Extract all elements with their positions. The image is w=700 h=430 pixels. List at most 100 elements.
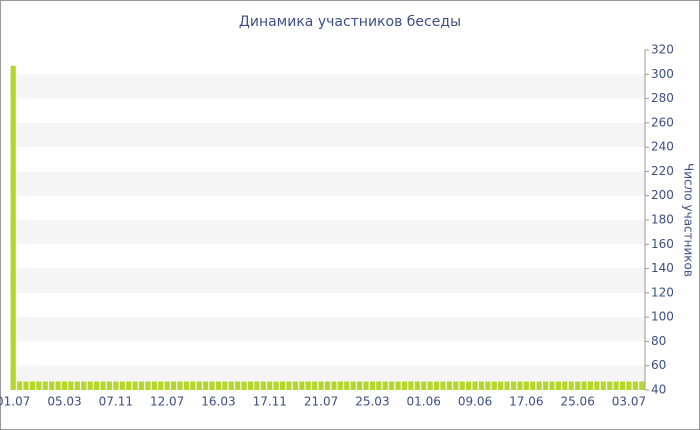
- x-tick-label: 01.07: [0, 395, 30, 409]
- y-tick-label: 120: [651, 285, 674, 299]
- bar: [158, 381, 164, 390]
- grid-band: [10, 74, 645, 99]
- x-tick-label: 25.03: [355, 395, 389, 409]
- bar: [504, 381, 510, 390]
- bar: [260, 381, 266, 390]
- bar: [408, 381, 414, 390]
- y-tick-label: 60: [651, 358, 666, 372]
- grid-band: [10, 268, 645, 293]
- x-tick-label: 25.06: [560, 395, 594, 409]
- bar: [280, 381, 286, 390]
- bar: [517, 381, 523, 390]
- bar: [273, 381, 279, 390]
- bar: [376, 381, 382, 390]
- bar: [459, 381, 465, 390]
- bar: [61, 381, 68, 390]
- bar: [55, 381, 61, 390]
- bar: [164, 381, 170, 390]
- x-tick-label: 12.07: [150, 395, 184, 409]
- bar: [299, 381, 305, 390]
- bar: [177, 381, 183, 390]
- bar: [491, 381, 497, 390]
- bar: [421, 381, 427, 390]
- bar: [119, 381, 125, 390]
- bar: [568, 381, 574, 390]
- bar: [247, 381, 254, 390]
- bar: [594, 381, 600, 390]
- bar: [241, 381, 247, 390]
- y-tick-label: 240: [651, 140, 674, 154]
- y-tick-label: 160: [651, 237, 674, 251]
- bar: [433, 381, 440, 390]
- bar: [145, 381, 151, 390]
- bar: [305, 381, 311, 390]
- bar: [337, 381, 343, 390]
- bar: [228, 381, 234, 390]
- bar: [613, 381, 619, 390]
- x-tick-label: 07.11: [99, 395, 133, 409]
- bar: [106, 381, 112, 390]
- bar: [87, 381, 93, 390]
- bar: [382, 381, 388, 390]
- bar: [23, 381, 29, 390]
- bar: [151, 381, 157, 390]
- bar: [619, 381, 626, 390]
- y-tick-label: 220: [651, 164, 674, 178]
- bar: [453, 381, 459, 390]
- bar: [575, 381, 581, 390]
- bar: [292, 381, 298, 390]
- bar: [510, 381, 517, 390]
- bar: [331, 381, 337, 390]
- bar: [324, 381, 331, 390]
- bar: [132, 381, 138, 390]
- bar: [350, 381, 356, 390]
- bar: [170, 381, 177, 390]
- y-tick-label: 280: [651, 91, 674, 105]
- bar: [446, 381, 452, 390]
- bar: [42, 381, 48, 390]
- grid-band: [10, 171, 645, 196]
- bar: [427, 381, 433, 390]
- bar: [639, 381, 645, 390]
- bar: [536, 381, 542, 390]
- bar: [318, 381, 324, 390]
- bar: [395, 381, 401, 390]
- bar: [138, 381, 145, 390]
- bar: [581, 381, 587, 390]
- bar: [49, 381, 55, 390]
- x-tick-label: 16.03: [201, 395, 235, 409]
- bar: [389, 381, 395, 390]
- x-tick-label: 09.06: [458, 395, 492, 409]
- bar: [126, 381, 132, 390]
- bar: [498, 381, 504, 390]
- bar: [196, 381, 202, 390]
- bar: [100, 381, 106, 390]
- bar: [222, 381, 228, 390]
- bar: [254, 381, 260, 390]
- y-tick-label: 320: [651, 43, 674, 57]
- bar: [190, 381, 196, 390]
- bar: [523, 381, 529, 390]
- grid-band: [10, 220, 645, 245]
- y-tick-label: 300: [651, 67, 674, 81]
- x-tick-label: 21.07: [304, 395, 338, 409]
- bar: [363, 381, 369, 390]
- bar: [440, 381, 446, 390]
- bar: [587, 381, 594, 390]
- bar: [183, 381, 189, 390]
- bar: [485, 381, 491, 390]
- y-axis-label: Число участников: [682, 163, 696, 277]
- y-tick-label: 80: [651, 334, 666, 348]
- bar: [472, 381, 478, 390]
- grid-band: [10, 317, 645, 342]
- y-tick-label: 260: [651, 115, 674, 129]
- y-tick-label: 200: [651, 188, 674, 202]
- bar: [81, 381, 87, 390]
- bar: [344, 381, 350, 390]
- bar: [203, 381, 209, 390]
- bar: [530, 381, 536, 390]
- bar: [414, 381, 420, 390]
- x-tick-label: 01.06: [407, 395, 441, 409]
- bar: [543, 381, 549, 390]
